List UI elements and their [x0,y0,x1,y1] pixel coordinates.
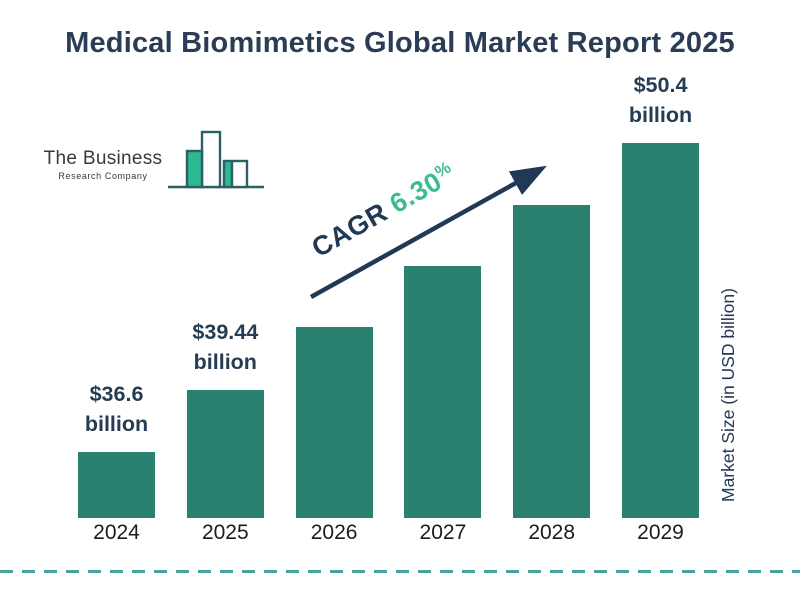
logo-subname: Research Company [58,171,148,181]
cagr-prefix: CAGR [306,192,400,264]
bar-2026 [295,327,373,518]
bar-2025 [186,390,264,518]
cagr-value: 6.30% [384,157,455,220]
y-axis-label: Market Size (in USD billion) [718,288,738,502]
year-label-2024: 2024 [93,521,140,544]
year-label-2027: 2027 [419,521,467,544]
value-label-2024: $36.6 billion [84,381,149,437]
page-title: Medical Biomimetics Global Market Report… [65,27,735,59]
bar-2027 [404,266,482,518]
bar-2024 [78,452,155,518]
year-label-2029: 2029 [637,521,684,544]
company-logo: The Business Research Company [38,124,264,200]
logo-text: The Business Research Company [38,148,168,181]
year-label-2028: 2028 [528,521,576,544]
bar-2029 [622,143,699,518]
year-label-2026: 2026 [310,521,358,544]
value-label-2029: $50.4 billion [628,72,693,128]
bar-2028 [513,205,591,518]
dashed-divider-line [0,570,800,573]
cagr-annotation: CAGR 6.30% [306,158,461,264]
bar-chart-logo-icon [168,130,264,189]
value-label-2025: $39.44 billion [192,319,259,375]
logo-name: The Business [43,148,163,169]
year-label-2025: 2025 [201,521,249,544]
